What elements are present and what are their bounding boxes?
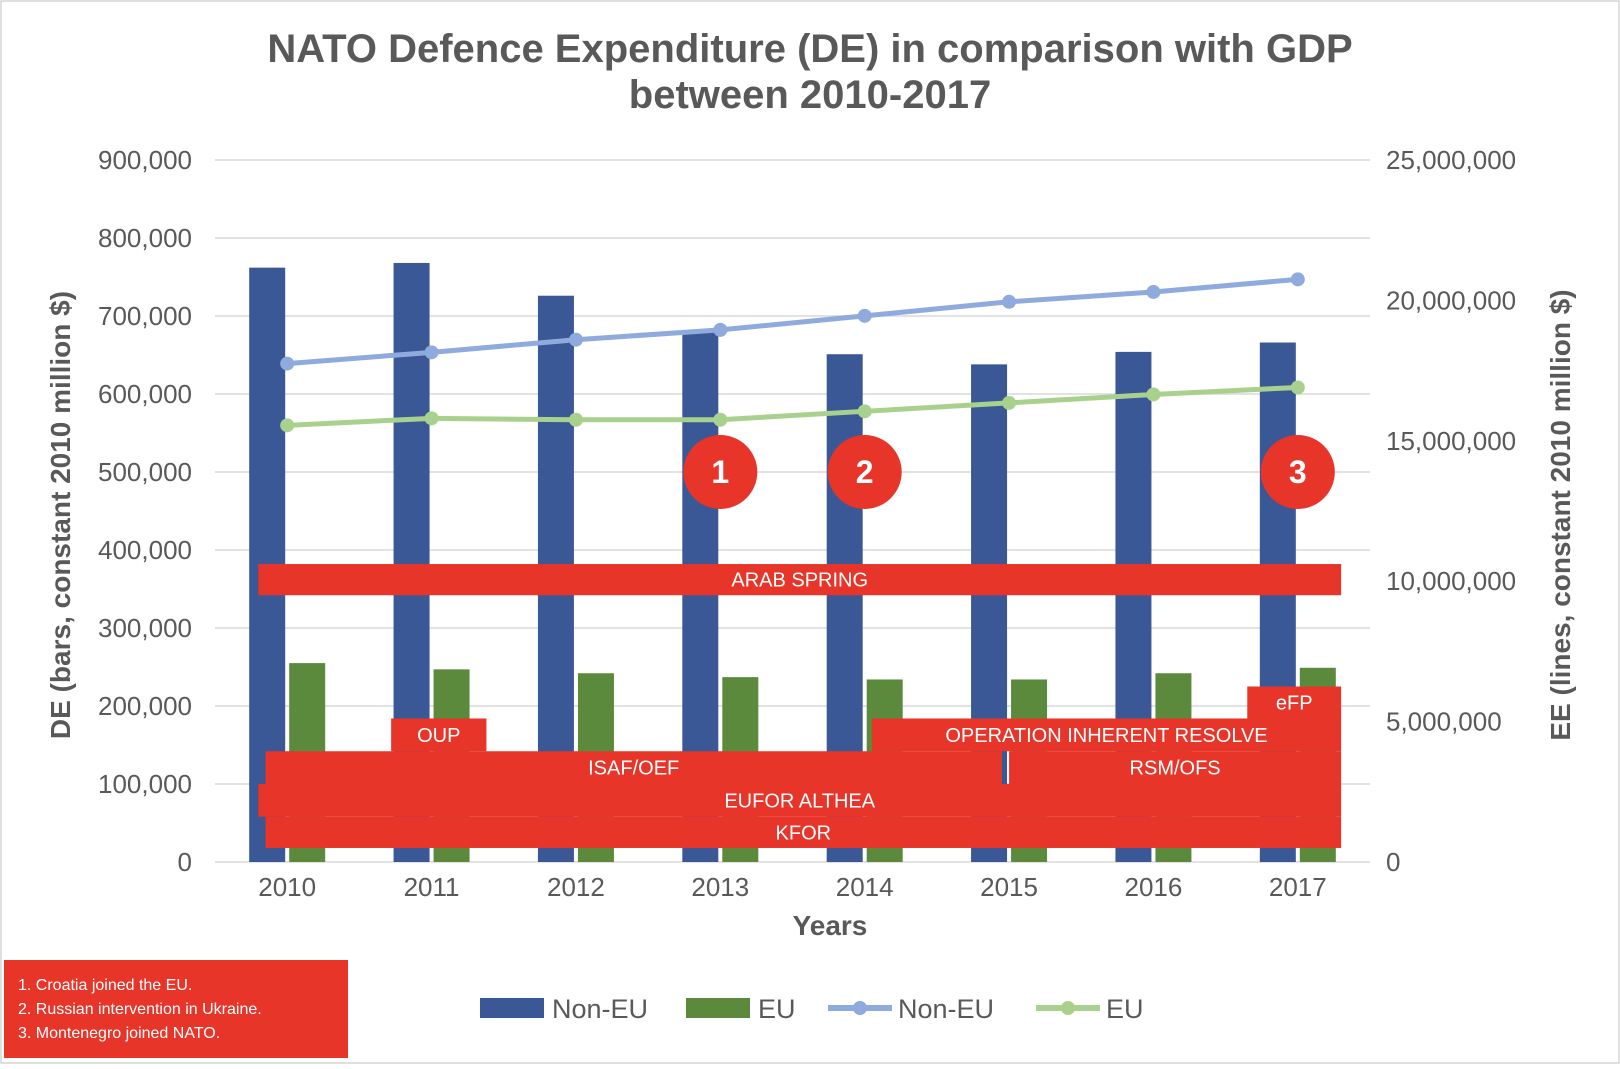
y-left-tick-label: 700,000 (98, 301, 192, 331)
y-left-tick-label: 500,000 (98, 457, 192, 487)
event-band-eufor-althea (258, 784, 1342, 817)
y-left-tick-label: 600,000 (98, 379, 192, 409)
line-non-eu (286, 276, 1299, 367)
y-right-tick-label: 20,000,000 (1386, 285, 1516, 315)
point-non-eu-2010 (280, 356, 295, 371)
axis-ticks: 0 100,000 200,000 300,000 400,000 500,000 600,… (98, 145, 1516, 902)
event-label-isaf-oef: ISAF/OEF (588, 758, 679, 780)
event-band-oup (391, 718, 487, 752)
point-eu-2011 (424, 411, 439, 426)
notes-box: 1. Croatia joined the EU. 2. Russian int… (4, 960, 348, 1058)
event-marker-3 (1260, 435, 1335, 509)
event-bands: ARAB SPRING OUP OPERATION INHERENT RESOLVE… (258, 564, 1342, 848)
point-eu-2014 (857, 404, 872, 419)
event-label-efp: eFP (1276, 692, 1313, 714)
lines (280, 272, 1305, 433)
legend-marker-line-non-eu (853, 1001, 867, 1015)
point-non-eu-2015 (1002, 294, 1017, 309)
event-label-rsm-ofs: RSM/OFS (1130, 758, 1221, 780)
event-band-operation-inherent-resolve (871, 718, 1342, 752)
event-marker-label-2: 2 (856, 454, 874, 490)
legend: Non-EU EU Non-EU EU (480, 994, 1144, 1024)
y-left-tick-label: 800,000 (98, 223, 192, 253)
event-marker-label-3: 3 (1289, 454, 1307, 490)
point-non-eu-2013 (713, 322, 728, 337)
point-non-eu-2011 (424, 345, 439, 360)
point-non-eu-2017 (1290, 272, 1305, 287)
point-eu-2013 (713, 412, 728, 427)
x-tick-label: 2015 (980, 872, 1038, 902)
note-1: 1. Croatia joined the EU. (18, 977, 192, 994)
y-right-tick-label: 0 (1386, 847, 1400, 877)
event-band-arab-spring (258, 564, 1342, 596)
x-tick-label: 2016 (1125, 872, 1183, 902)
point-eu-2016 (1146, 387, 1161, 402)
y-left-tick-label: 0 (178, 847, 192, 877)
chart-title-line-1: NATO Defence Expenditure (DE) in compari… (267, 27, 1352, 71)
x-tick-label: 2014 (836, 872, 894, 902)
y-left-tick-label: 300,000 (98, 613, 192, 643)
legend-marker-line-eu (1061, 1001, 1075, 1015)
x-axis-title: Years (793, 910, 868, 941)
event-band-efp (1247, 686, 1342, 719)
x-tick-label: 2010 (258, 872, 316, 902)
y-right-tick-label: 15,000,000 (1386, 426, 1516, 456)
legend-swatch-bar-non-eu (480, 998, 544, 1018)
event-markers: 1 2 3 (683, 435, 1335, 509)
event-marker-2 (827, 435, 902, 509)
point-non-eu-2014 (857, 308, 872, 323)
event-label-operation-inherent-resolve: OPERATION INHERENT RESOLVE (945, 725, 1267, 747)
x-tick-label: 2013 (691, 872, 749, 902)
y-right-tick-label: 10,000,000 (1386, 566, 1516, 596)
x-tick-label: 2011 (404, 872, 460, 902)
y-left-tick-label: 200,000 (98, 691, 192, 721)
y-left-tick-label: 100,000 (98, 769, 192, 799)
event-label-eufor-althea: EUFOR ALTHEA (724, 790, 875, 812)
event-label-kfor: KFOR (776, 822, 832, 844)
legend-swatch-bar-eu (686, 998, 750, 1018)
chart-title-line-2: between 2010-2017 (629, 73, 991, 117)
point-non-eu-2016 (1146, 284, 1161, 299)
x-tick-label: 2017 (1269, 872, 1327, 902)
point-eu-2015 (1002, 395, 1017, 410)
y-axis-right-title: EE (lines, constant 2010 million $) (1545, 289, 1576, 740)
point-eu-2010 (280, 418, 295, 433)
legend-label-line-eu: EU (1106, 994, 1144, 1024)
event-band-kfor (265, 816, 1342, 848)
point-eu-2012 (568, 412, 583, 427)
y-left-tick-label: 400,000 (98, 535, 192, 565)
event-band-isaf-oef (265, 751, 1002, 784)
legend-label-line-non-eu: Non-EU (898, 994, 994, 1024)
line-eu (287, 384, 1298, 428)
event-label-arab-spring: ARAB SPRING (731, 570, 868, 592)
event-marker-1 (683, 435, 758, 509)
y-left-tick-label: 900,000 (98, 145, 192, 175)
event-marker-label-1: 1 (711, 454, 729, 490)
legend-label-bar-eu: EU (758, 994, 796, 1024)
event-label-oup: OUP (417, 725, 460, 747)
y-right-tick-label: 5,000,000 (1386, 707, 1502, 737)
point-eu-2017 (1290, 380, 1305, 395)
y-right-tick-label: 25,000,000 (1386, 145, 1516, 175)
x-tick-label: 2012 (547, 872, 605, 902)
point-non-eu-2012 (568, 332, 583, 347)
event-band-rsm-ofs (1009, 751, 1342, 784)
note-3: 3. Montenegro joined NATO. (18, 1025, 220, 1042)
note-2: 2. Russian intervention in Ukraine. (18, 1001, 262, 1018)
notes-background (4, 960, 348, 1058)
y-axis-left-title: DE (bars, constant 2010 million $) (45, 291, 76, 739)
legend-label-bar-non-eu: Non-EU (552, 994, 648, 1024)
